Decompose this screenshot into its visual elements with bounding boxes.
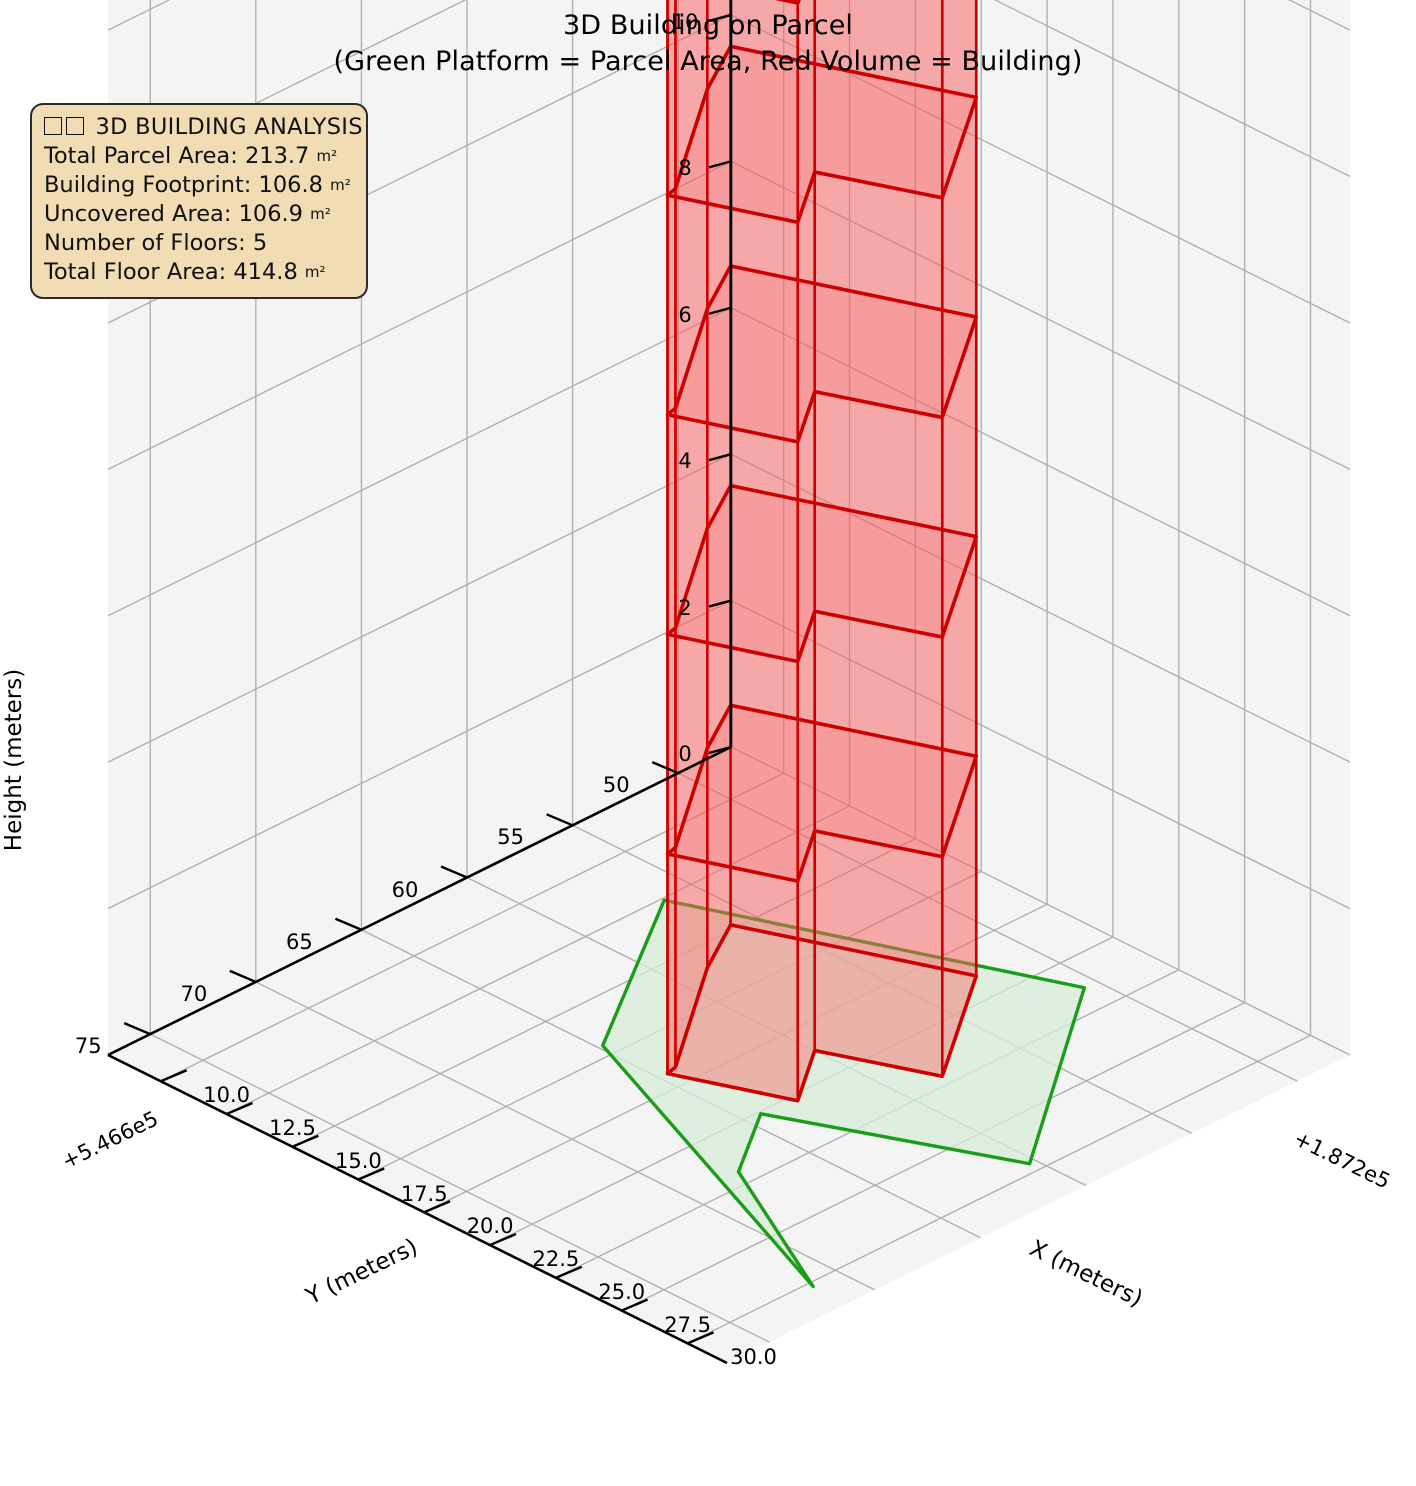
stat-value: 414.8 (233, 259, 298, 286)
stat-row-building-footprint: Building Footprint: 106.8 m² (44, 171, 354, 200)
z-tick-mark (708, 160, 732, 169)
floor-gridline-y (149, 1033, 770, 1343)
z-axis-label: Height (meters) (1, 668, 27, 852)
x-tick-label: 27.5 (664, 1312, 712, 1337)
z-tick-label: 4 (678, 449, 692, 474)
left-wall-gridline-z (993, 0, 1351, 178)
x-tick-mark (357, 1167, 385, 1181)
analysis-header-text: 3D BUILDING ANALYSIS (95, 114, 363, 140)
stat-value: 106.9 (238, 201, 303, 228)
left-wall-gridline-z (730, 746, 1351, 1056)
y-tick-label: 65 (286, 929, 313, 954)
y-tick-label: 75 (74, 1034, 102, 1059)
y-tick-mark (546, 813, 574, 827)
stat-unit: m² (316, 147, 338, 166)
stat-row-total-floor-area: Total Floor Area: 414.8 m² (44, 258, 354, 287)
back-wall-gridline-z (107, 160, 732, 470)
x-tick-label: 17.5 (400, 1181, 448, 1206)
floor-gridline-x (621, 1001, 1245, 1312)
z-tick-label: 8 (678, 156, 692, 181)
z-tick-label: 6 (678, 302, 692, 327)
stat-unit: m² (304, 263, 326, 282)
back-wall-gridline-z (107, 307, 732, 617)
left-wall-gridline-z (730, 307, 1351, 617)
y-tick-mark (123, 1022, 151, 1036)
stat-unit: m² (330, 176, 351, 195)
building-floor-slab (665, 923, 979, 1103)
back-wall-gridline-z (107, 453, 732, 763)
parcel-platform-polygon (601, 898, 1087, 1289)
x-tick-label: 22.5 (532, 1247, 580, 1272)
x-tick-mark (291, 1134, 319, 1148)
back-wall-gridline-z (107, 599, 732, 910)
z-tick-mark (708, 745, 732, 755)
left-wall-pane (731, 0, 1350, 1055)
floor-gridline-y (677, 772, 1298, 1082)
x-tick-label: 20.0 (466, 1214, 514, 1239)
x-tick-mark (555, 1265, 583, 1279)
stat-label: Number of Floors: (44, 230, 246, 257)
x-tick-label: 25.0 (598, 1279, 646, 1304)
z-tick-mark (708, 453, 732, 462)
y-tick-mark (651, 760, 679, 775)
floor-gridline-x (687, 1034, 1311, 1344)
x-tick-mark (423, 1200, 451, 1214)
title-line-2: (Green Platform = Parcel Area, Red Volum… (333, 45, 1083, 77)
missing-glyph-icon-1 (44, 117, 62, 135)
title-line-1: 3D Building on Parcel (562, 10, 854, 41)
x-tick-mark (226, 1101, 253, 1116)
floor-gridline-x (160, 772, 784, 1082)
x-tick-label: 10.0 (203, 1083, 251, 1108)
z-tick-mark (708, 13, 732, 23)
z-tick-mark (708, 599, 732, 608)
analysis-header-row: 3D BUILDING ANALYSIS (44, 113, 363, 142)
left-wall-gridline-z (730, 599, 1351, 910)
y-tick-mark (334, 917, 362, 931)
y-tick-label: 60 (391, 877, 419, 902)
stat-label: Total Parcel Area: (44, 143, 238, 170)
z-tick-mark (708, 306, 732, 315)
stat-label: Uncovered Area: (44, 201, 232, 228)
y-axis-spine (107, 745, 732, 1057)
y-tick-label: 70 (180, 981, 208, 1006)
x-tick-mark (489, 1232, 517, 1247)
stat-value: 5 (252, 230, 268, 257)
stat-value: 213.7 (244, 143, 310, 170)
y-tick-label: 50 (602, 773, 630, 798)
floor-gridline-x (292, 838, 916, 1148)
z-tick-label: 0 (678, 742, 692, 766)
x-tick-mark (621, 1298, 649, 1312)
missing-glyph-icon-2 (66, 117, 84, 135)
y-tick-mark (440, 865, 468, 879)
stat-row-parcel-area: Total Parcel Area: 213.7 m² (44, 142, 354, 171)
stat-label: Building Footprint: (44, 172, 252, 199)
stat-label: Total Floor Area: (44, 259, 227, 286)
x-tick-label: 30.0 (730, 1345, 777, 1370)
stat-unit: m² (310, 205, 331, 224)
z-tick-label: 10 (671, 9, 699, 34)
stat-row-number-of-floors: Number of Floors: 5 (44, 229, 354, 258)
z-tick-label: 2 (678, 595, 692, 620)
building-analysis-box: 3D BUILDING ANALYSIS Total Parcel Area: … (30, 103, 368, 300)
floor-gridline-x (226, 805, 850, 1115)
x-axis-spine (107, 1053, 728, 1365)
x-tick-label: 15.0 (334, 1148, 382, 1173)
x-tick-mark (687, 1331, 714, 1345)
stat-row-uncovered-area: Uncovered Area: 106.9 m² (44, 200, 354, 229)
figure-title: 3D Building on Parcel (Green Platform = … (0, 8, 1416, 80)
y-tick-mark (229, 969, 257, 984)
left-wall-gridline-z (730, 160, 1351, 470)
x-tick-mark (160, 1069, 188, 1083)
y-tick-label: 55 (497, 825, 524, 850)
x-tick-label: 12.5 (269, 1115, 316, 1140)
stat-value: 106.8 (258, 172, 323, 199)
